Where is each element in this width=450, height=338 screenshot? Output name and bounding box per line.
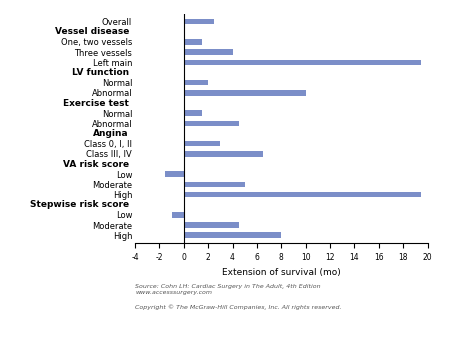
Bar xyxy=(184,233,281,238)
Bar xyxy=(184,39,202,45)
Text: Angina: Angina xyxy=(93,129,129,138)
Text: VA risk score: VA risk score xyxy=(63,160,129,169)
Bar xyxy=(171,212,184,218)
Bar xyxy=(184,182,245,187)
Bar xyxy=(184,19,214,24)
Bar xyxy=(184,90,306,96)
Bar xyxy=(184,151,263,156)
Bar xyxy=(184,121,239,126)
Bar xyxy=(166,171,184,177)
Text: Copyright © The McGraw-Hill Companies, Inc. All rights reserved.: Copyright © The McGraw-Hill Companies, I… xyxy=(135,304,342,310)
Text: LV function: LV function xyxy=(72,68,129,77)
Text: Source: Cohn LH: Cardiac Surgery in The Adult, 4th Edition
www.accesssurgery.com: Source: Cohn LH: Cardiac Surgery in The … xyxy=(135,284,320,295)
Bar xyxy=(184,80,208,86)
X-axis label: Extension of survival (mo): Extension of survival (mo) xyxy=(222,268,341,276)
Text: Exercise test: Exercise test xyxy=(63,98,129,107)
Bar xyxy=(184,192,421,197)
Bar xyxy=(184,141,220,146)
Text: Vessel disease: Vessel disease xyxy=(54,27,129,36)
Bar xyxy=(184,49,233,55)
Text: Stepwise risk score: Stepwise risk score xyxy=(30,200,129,209)
Bar xyxy=(184,59,421,65)
Bar xyxy=(184,222,239,228)
Bar xyxy=(184,111,202,116)
